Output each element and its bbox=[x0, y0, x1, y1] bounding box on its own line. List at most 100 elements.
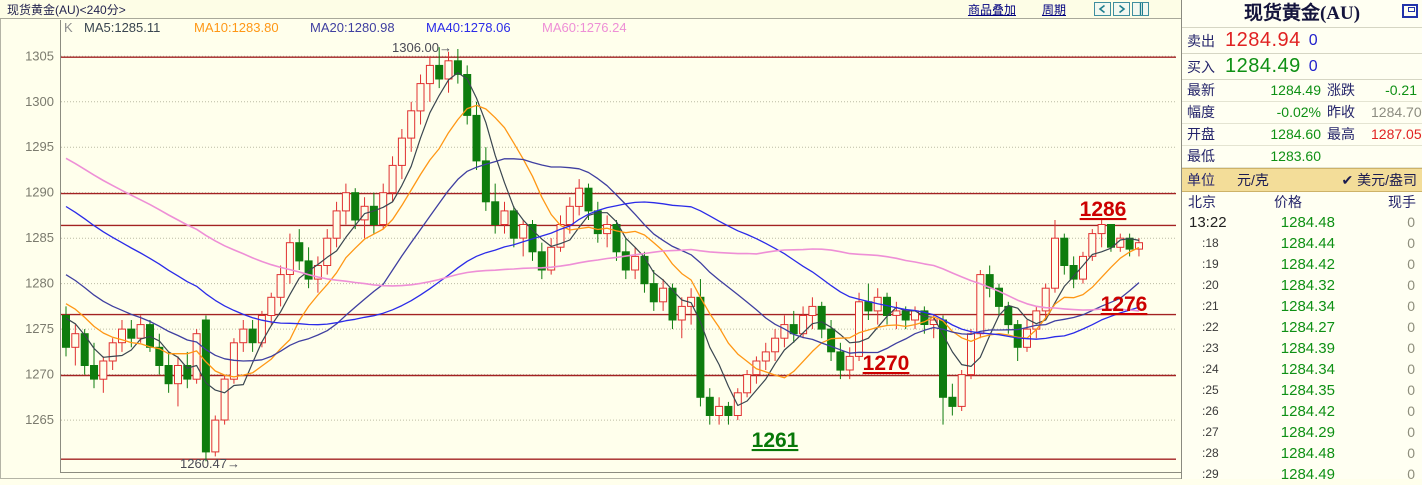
quote-price: 1284.48 bbox=[1280, 445, 1335, 462]
column-header-row: 北京 价格 现手 bbox=[1182, 192, 1422, 212]
svg-text:1270: 1270 bbox=[25, 367, 54, 382]
quote-row: :26 1284.42 0 bbox=[1182, 401, 1422, 422]
quote-time: :21 bbox=[1202, 299, 1219, 313]
stat-row: 最新 1284.49 涨跌 -0.21 bbox=[1182, 80, 1422, 102]
buy-price: 1284.49 bbox=[1225, 55, 1301, 77]
svg-text:MA5:1285.11: MA5:1285.11 bbox=[84, 20, 160, 35]
sell-row: 卖出 1284.94 0 bbox=[1182, 28, 1422, 54]
quote-volume: 0 bbox=[1407, 403, 1415, 419]
quote-list: 13:22 1284.48 0 :18 1284.44 0 :19 1284.42 0 :20 12… bbox=[1182, 212, 1422, 485]
stat-value: 1284.49 bbox=[1270, 82, 1321, 98]
quote-price: 1284.42 bbox=[1280, 256, 1335, 273]
quote-price: 1284.27 bbox=[1280, 319, 1335, 336]
quote-price: 1284.44 bbox=[1280, 235, 1335, 252]
stat-value: -0.02% bbox=[1276, 104, 1321, 120]
quote-row: :24 1284.34 0 bbox=[1182, 359, 1422, 380]
overlay-link[interactable]: 商品叠加 bbox=[967, 2, 1016, 17]
unit-option-yuan-gram[interactable]: 元/克 bbox=[1237, 172, 1269, 188]
svg-text:1260.47→: 1260.47→ bbox=[180, 456, 240, 471]
svg-text:1295: 1295 bbox=[25, 139, 54, 154]
stat-value: 1283.60 bbox=[1270, 148, 1321, 164]
quote-price: 1284.34 bbox=[1280, 298, 1335, 315]
restore-window-icon[interactable] bbox=[1402, 4, 1418, 18]
quote-panel: 现货黄金(AU) 卖出 1284.94 0 买入 1284.49 0 最新 128… bbox=[1181, 0, 1422, 483]
quote-time: :26 bbox=[1202, 404, 1219, 418]
quote-row: :19 1284.42 0 bbox=[1182, 254, 1422, 275]
quote-time: :27 bbox=[1202, 425, 1219, 439]
quote-volume: 0 bbox=[1407, 256, 1415, 272]
quote-time: :29 bbox=[1202, 467, 1219, 481]
quote-row: :23 1284.39 0 bbox=[1182, 338, 1422, 359]
stat-value: 1284.60 bbox=[1270, 126, 1321, 142]
col-volume: 现手 bbox=[1388, 194, 1416, 210]
quote-volume: 0 bbox=[1407, 340, 1415, 356]
svg-text:K: K bbox=[64, 20, 73, 35]
quote-time: :18 bbox=[1202, 236, 1219, 250]
quote-volume: 0 bbox=[1407, 445, 1415, 461]
quote-price: 1284.39 bbox=[1280, 340, 1335, 357]
svg-text:1300: 1300 bbox=[25, 94, 54, 109]
svg-text:1276: 1276 bbox=[1101, 293, 1148, 316]
stat-label: 涨跌 bbox=[1327, 82, 1355, 98]
quote-time: :19 bbox=[1202, 257, 1219, 271]
unit-row: 单位 元/克 ✔ 美元/盎司 bbox=[1182, 168, 1422, 192]
stat-row: 最低 1283.60 bbox=[1182, 146, 1422, 168]
stat-value: 1284.70 bbox=[1371, 104, 1422, 120]
unit-option-usd-ounce-label: 美元/盎司 bbox=[1357, 172, 1417, 188]
quote-row: :20 1284.32 0 bbox=[1182, 275, 1422, 296]
quote-volume: 0 bbox=[1407, 466, 1415, 482]
quote-price: 1284.32 bbox=[1280, 277, 1335, 294]
quote-price: 1284.34 bbox=[1280, 361, 1335, 378]
period-link[interactable]: 周期 bbox=[1041, 2, 1066, 17]
stat-value bbox=[1371, 146, 1417, 167]
svg-text:1270: 1270 bbox=[863, 352, 910, 375]
candlestick-chart[interactable]: 1305 1300 1295 1290 1285 1280 1275 1270 1265 1306… bbox=[0, 19, 1181, 479]
svg-text:1261: 1261 bbox=[752, 429, 799, 452]
quote-time: :25 bbox=[1202, 383, 1219, 397]
panel-header: 现货黄金(AU) bbox=[1182, 0, 1422, 28]
quote-price: 1284.42 bbox=[1280, 403, 1335, 420]
chart-titlebar: 现货黄金(AU)<240分> 商品叠加 周期 bbox=[0, 0, 1181, 19]
unit-option-usd-ounce[interactable]: ✔ 美元/盎司 bbox=[1341, 169, 1417, 191]
quote-time: :20 bbox=[1202, 278, 1219, 292]
panel-title: 现货黄金(AU) bbox=[1243, 3, 1361, 24]
quote-volume: 0 bbox=[1407, 361, 1415, 377]
restore-inner-square bbox=[1408, 7, 1415, 12]
stat-label: 幅度 bbox=[1187, 104, 1215, 120]
buy-volume: 0 bbox=[1308, 57, 1318, 75]
quote-time: :23 bbox=[1202, 341, 1219, 355]
svg-text:1290: 1290 bbox=[25, 185, 54, 200]
svg-text:MA20:1280.98: MA20:1280.98 bbox=[310, 20, 395, 35]
svg-text:1306.00→: 1306.00→ bbox=[392, 40, 452, 55]
quote-price: 1284.29 bbox=[1280, 424, 1335, 441]
stat-label: 昨收 bbox=[1327, 104, 1355, 120]
split-window-button[interactable] bbox=[1132, 2, 1149, 16]
stat-row: 开盘 1284.60 最高 1287.05 bbox=[1182, 124, 1422, 146]
svg-text:1265: 1265 bbox=[25, 412, 54, 427]
quote-row: :18 1284.44 0 bbox=[1182, 233, 1422, 254]
quote-time: :24 bbox=[1202, 362, 1219, 376]
chart-area: 现货黄金(AU)<240分> 商品叠加 周期 1305 1300 1295 1290 1… bbox=[0, 0, 1181, 479]
svg-text:MA60:1276.24: MA60:1276.24 bbox=[542, 20, 627, 35]
col-beijing: 北京 bbox=[1188, 194, 1216, 210]
stat-row: 幅度 -0.02% 昨收 1284.70 bbox=[1182, 102, 1422, 124]
sell-price: 1284.94 bbox=[1225, 29, 1301, 51]
stat-value: -0.21 bbox=[1385, 82, 1417, 98]
stat-label: 最低 bbox=[1187, 148, 1215, 164]
scroll-right-button[interactable] bbox=[1113, 2, 1130, 16]
quote-row: 13:22 1284.48 0 bbox=[1182, 212, 1422, 233]
quote-volume: 0 bbox=[1407, 298, 1415, 314]
stat-label: 最新 bbox=[1187, 82, 1215, 98]
col-price: 价格 bbox=[1274, 194, 1302, 210]
unit-label: 单位 bbox=[1187, 172, 1215, 188]
quote-row: :29 1284.49 0 bbox=[1182, 464, 1422, 485]
svg-text:1305: 1305 bbox=[25, 48, 54, 63]
quote-volume: 0 bbox=[1407, 277, 1415, 293]
scroll-left-button[interactable] bbox=[1094, 2, 1111, 16]
svg-text:1286: 1286 bbox=[1080, 198, 1127, 221]
quote-price: 1284.49 bbox=[1280, 466, 1335, 483]
quote-volume: 0 bbox=[1407, 319, 1415, 335]
svg-text:1280: 1280 bbox=[25, 276, 54, 291]
split-window-icon bbox=[1132, 2, 1149, 16]
